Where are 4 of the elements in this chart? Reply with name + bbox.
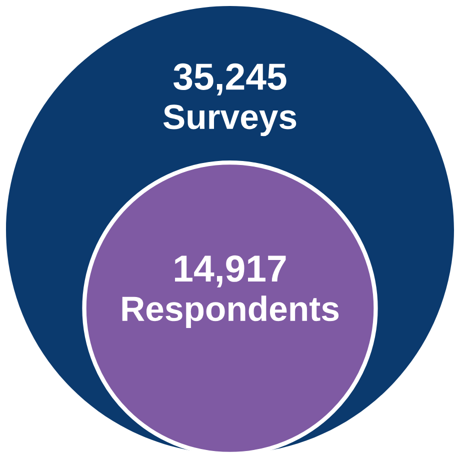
- category-label: Surveys: [163, 104, 296, 136]
- category-label: Respondents: [122, 296, 339, 328]
- data-label: 14,917: [175, 255, 286, 288]
- data-label: 35,245: [174, 63, 286, 96]
